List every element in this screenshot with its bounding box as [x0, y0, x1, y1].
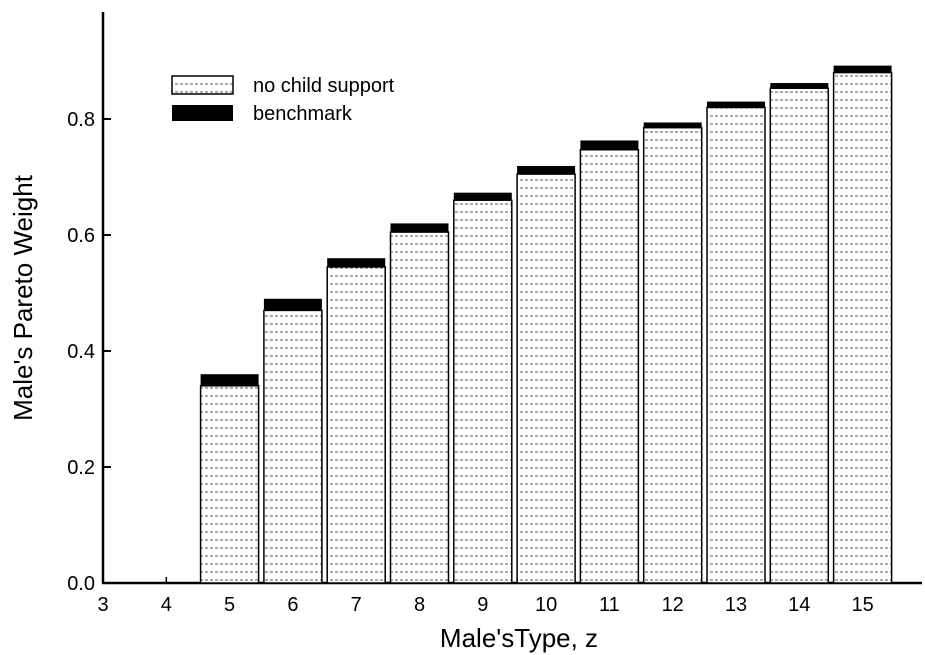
- x-tick-label: 15: [851, 594, 873, 616]
- y-tick-label: 0.4: [67, 341, 95, 363]
- bars: [199, 65, 893, 584]
- bar-no-child-support-5: [199, 385, 260, 584]
- y-tick-label: 0.8: [67, 109, 95, 131]
- bar-no-child-support-7: [326, 266, 386, 584]
- x-tick-label: 14: [788, 594, 810, 616]
- bar-no-child-support-10: [516, 173, 576, 584]
- x-tick-label: 10: [535, 594, 557, 616]
- legend-label-no-child-support: no child support: [253, 75, 395, 97]
- x-tick-label: 12: [662, 594, 684, 616]
- bar-no-child-support-12: [642, 126, 703, 584]
- x-tick-label: 4: [161, 594, 172, 616]
- bar-no-child-support-14: [769, 87, 830, 584]
- bar-benchmark-15: [833, 65, 892, 73]
- y-axis-title: Male's Pareto Weight: [8, 174, 38, 421]
- bar-no-child-support-6: [263, 309, 323, 584]
- bar-benchmark-9: [453, 192, 512, 201]
- bar-benchmark-5: [200, 374, 259, 386]
- x-tick-label: 8: [414, 594, 425, 616]
- bar-benchmark-6: [263, 298, 322, 311]
- bar-benchmark-7: [327, 258, 386, 267]
- x-tick-label: 6: [287, 594, 298, 616]
- bar-benchmark-12: [643, 122, 702, 128]
- y-tick-label: 0.2: [67, 457, 95, 479]
- x-tick-label: 5: [224, 594, 235, 616]
- bar-benchmark-14: [770, 83, 829, 89]
- y-ticks: 0.0 0.2 0.4 0.6 0.8: [67, 109, 111, 595]
- legend: no child support benchmark: [171, 75, 395, 125]
- bar-no-child-support-9: [453, 199, 513, 584]
- legend-swatch-benchmark: [172, 105, 233, 121]
- bar-benchmark-10: [517, 165, 576, 175]
- bar-benchmark-11: [580, 140, 639, 150]
- x-tick-label: 3: [97, 594, 108, 616]
- bar-benchmark-8: [390, 223, 449, 233]
- bar-no-child-support-11: [579, 148, 640, 584]
- y-tick-label: 0.0: [67, 573, 95, 595]
- x-tick-label: 7: [351, 594, 362, 616]
- bar-benchmark-13: [707, 101, 765, 108]
- x-axis-title: Male'sType, z: [440, 623, 598, 653]
- x-tick-label: 9: [477, 594, 488, 616]
- legend-label-benchmark: benchmark: [253, 103, 353, 125]
- bar-no-child-support-15: [832, 71, 893, 584]
- x-tick-label: 11: [599, 594, 620, 616]
- bar-no-child-support-8: [389, 231, 450, 584]
- legend-swatch-no-child-support: [171, 75, 234, 95]
- x-tick-label: 13: [725, 594, 747, 616]
- bar-no-child-support-13: [706, 106, 766, 584]
- y-tick-label: 0.6: [67, 225, 95, 247]
